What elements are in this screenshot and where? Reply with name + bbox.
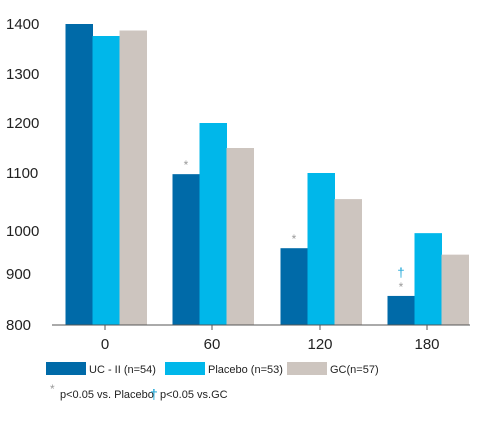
y-tick-label: 1000 — [6, 223, 39, 240]
footnote-dagger-symbol: † — [150, 386, 158, 402]
bar-120-1 — [280, 248, 308, 325]
bar-0-2 — [92, 36, 120, 325]
bar-60-3 — [226, 148, 254, 325]
bar-60-2 — [199, 123, 227, 325]
footnote-text: p<0.05 vs. Placebo — [60, 389, 154, 401]
y-tick-label: 1200 — [6, 115, 39, 132]
significance-dagger: † — [397, 265, 404, 280]
bar-180-3 — [441, 254, 469, 325]
y-tick-label: 1300 — [6, 66, 39, 83]
bar-0-3 — [119, 30, 147, 325]
footnote-star-symbol: * — [50, 382, 55, 396]
y-tick-label: 1400 — [6, 16, 39, 33]
y-tick-label: 900 — [6, 266, 31, 283]
y-tick-label: 800 — [6, 317, 31, 334]
footnote-text: p<0.05 vs.GC — [160, 389, 228, 401]
x-tick-label: 180 — [414, 336, 439, 353]
legend-label: UC - II (n=54) — [89, 364, 156, 376]
y-tick-label: 1100 — [6, 165, 38, 182]
legend-swatch — [287, 362, 327, 375]
x-tick-label: 120 — [307, 336, 332, 353]
bar-180-2 — [414, 233, 442, 325]
legend-label: GC(n=57) — [330, 364, 379, 376]
bar-180-1 — [387, 295, 415, 325]
x-tick-label: 60 — [204, 336, 221, 353]
bar-60-1 — [172, 174, 200, 325]
legend-swatch — [46, 362, 86, 375]
significance-star: * — [184, 158, 189, 172]
legend-label: Placebo (n=53) — [208, 364, 283, 376]
x-tick-label: 0 — [101, 336, 109, 353]
significance-star: * — [399, 280, 404, 294]
legend-swatch — [165, 362, 205, 375]
significance-star: * — [292, 232, 297, 246]
bar-120-3 — [334, 199, 362, 325]
bar-120-2 — [307, 173, 335, 325]
bar-0-1 — [65, 24, 93, 325]
